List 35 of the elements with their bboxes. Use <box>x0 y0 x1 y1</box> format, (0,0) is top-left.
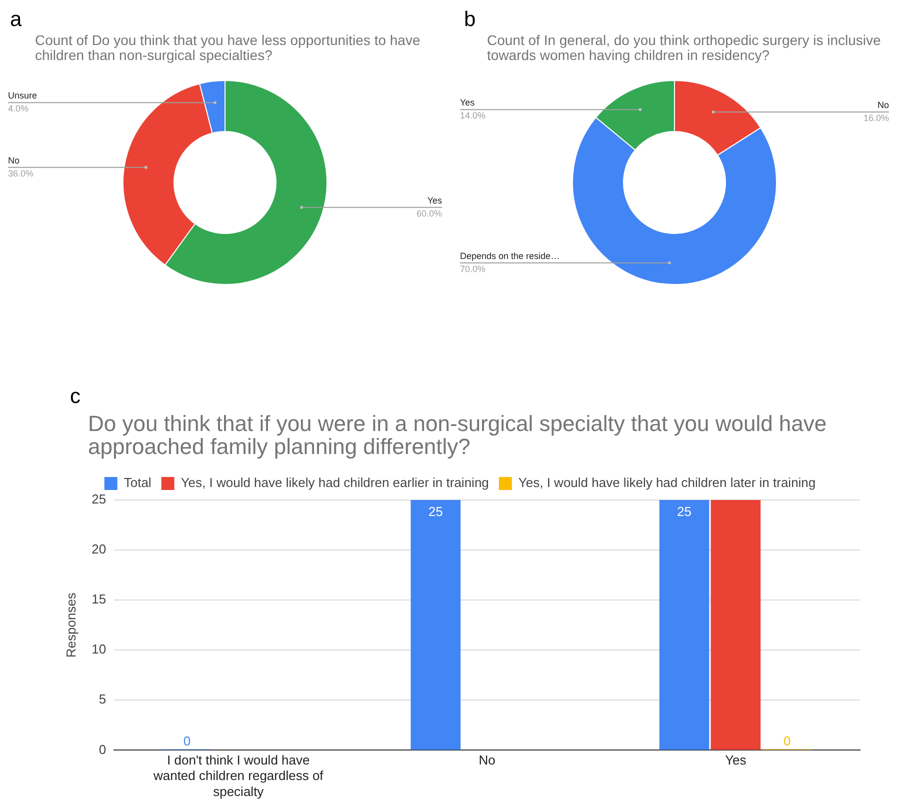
slice-label: Unsure <box>8 90 38 101</box>
data-label: 70.0% <box>460 264 486 274</box>
legend-label: Total <box>124 475 152 490</box>
data-label: 25 <box>677 504 692 520</box>
data-label: 14.0% <box>460 110 486 121</box>
data-label: 0 <box>183 733 191 748</box>
x-tick-label: Yes <box>725 752 747 768</box>
slice-label: Depends on the reside… <box>460 250 560 261</box>
y-axis-title: Responses <box>63 592 78 658</box>
slice-label: Yes <box>427 195 442 206</box>
data-label: 0 <box>783 733 791 748</box>
legend-label: Yes, I would have likely had children later in training <box>518 475 816 490</box>
y-tick-label: 25 <box>92 492 106 507</box>
slice-label: Yes <box>460 98 476 108</box>
y-tick-label: 20 <box>92 542 106 557</box>
text: b <box>464 8 476 32</box>
slice-label: No <box>8 155 20 166</box>
data-label: 60.0% <box>416 208 442 218</box>
data-label: 25 <box>428 504 443 520</box>
slice-label: No <box>877 100 889 110</box>
text: a <box>10 8 22 32</box>
chart-title: Count of Do you think that you have less opportunities to have children than non-surgical specialties? <box>35 32 422 63</box>
text: c <box>70 385 80 409</box>
y-tick-label: 10 <box>92 642 106 657</box>
data-label: 16.0% <box>863 112 889 123</box>
x-tick-label: No <box>478 752 496 768</box>
y-tick-label: 5 <box>98 692 106 707</box>
data-label: 4.0% <box>8 104 29 114</box>
legend-label: Yes, I would have likely had children earlier in training <box>180 475 489 490</box>
y-tick-label: 0 <box>98 742 106 757</box>
chart-title: Do you think that if you were in a non-surgical specialty that you would have approached family planning differently? <box>88 411 828 459</box>
y-tick-label: 15 <box>92 592 106 607</box>
chart-title: Count of In general, do you think orthopedic surgery is inclusive towards women having children in residency? <box>487 32 882 63</box>
data-label: 36.0% <box>8 168 34 178</box>
x-tick-label: I don't think I would have wanted children regardless of specialty <box>152 752 324 799</box>
